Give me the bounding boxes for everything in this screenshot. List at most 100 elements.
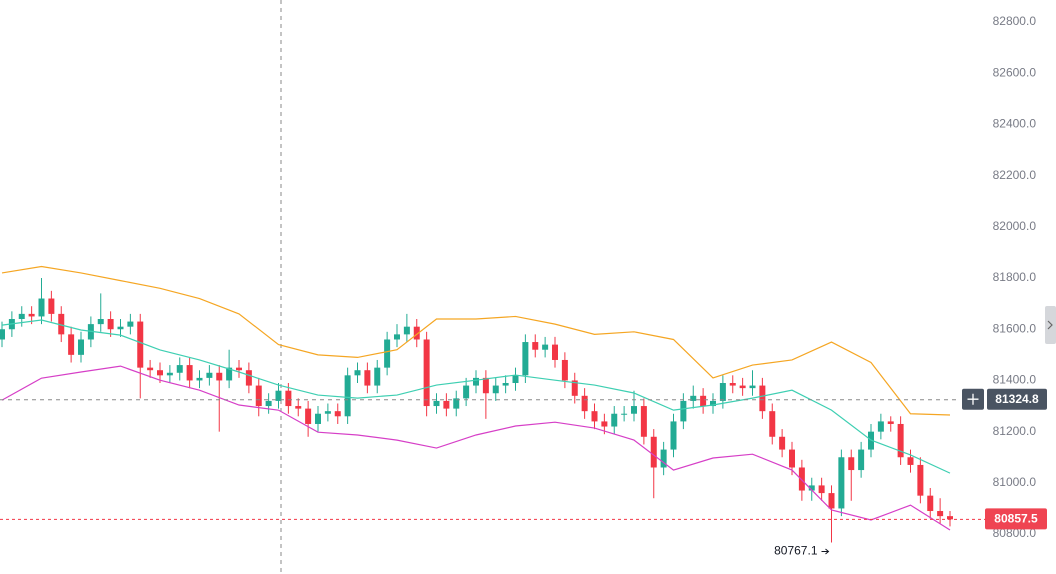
plot-area [0,265,953,543]
y-tick-label: 81400.0 [993,373,1037,387]
add-alert-icon [967,393,979,405]
candle-body [344,375,351,417]
candle-body [532,342,539,350]
candle-body [97,319,104,325]
candle-body [394,334,400,340]
candle-body [739,385,746,389]
candle-body [838,457,845,509]
candle-body [591,411,598,422]
candle-body [463,385,470,399]
candle-body [354,370,361,376]
candle-body [611,413,618,427]
candle-body [315,413,321,424]
y-tick-label: 82800.0 [993,14,1037,28]
candle-body [621,413,628,415]
candle-body [433,400,440,407]
candle-body [186,365,193,381]
y-tick-label: 81200.0 [993,424,1037,438]
candle-body [660,449,667,468]
bollinger-band [1,365,951,531]
y-tick-label: 82000.0 [993,219,1037,233]
candle-body [275,390,282,401]
candle-body [334,411,341,417]
candle-body [48,298,55,314]
candle-body [650,436,657,468]
candle-body [413,326,420,340]
candle-body [295,406,302,409]
candle-body [561,359,568,381]
candle-body [700,395,707,407]
candle-body [285,390,292,407]
candle-body [403,326,410,335]
candle-body [166,372,173,376]
candle-body [157,370,163,376]
candle-body [710,400,716,407]
candle-body [789,449,795,468]
candle-body [552,344,558,360]
y-tick-label: 81000.0 [993,475,1037,489]
candle-body [749,385,756,389]
candle-body [897,423,904,458]
candle-body [512,375,519,384]
candle-body [631,406,637,414]
candle-body [927,495,934,512]
candle-body [137,321,144,368]
bollinger-band [1,265,951,416]
low-price-label: 80767.1 [774,544,818,558]
candle-body [473,377,479,386]
crosshair-price-label: 81324.8 [995,392,1039,406]
bollinger-band [1,319,951,474]
candle-body [947,516,953,520]
candle-body [937,511,944,517]
candle-body [18,313,25,320]
candle-body [492,385,499,394]
candle-body [571,380,578,396]
y-tick-label: 81800.0 [993,270,1037,284]
candle-body [877,421,884,432]
candle-body [798,467,805,491]
candle-body [305,408,312,424]
candle-body [78,339,84,355]
candle-body [759,385,766,412]
candle-body [107,319,114,330]
candle-body [384,339,391,368]
candle-body [206,372,213,378]
y-tick-label: 82600.0 [993,65,1037,79]
candle-body [423,339,430,407]
candle-body [443,400,450,409]
candle-body [127,321,134,327]
low-price-arrow [821,548,830,555]
candle-body [28,313,35,317]
candle-body [887,421,894,424]
candle-body [374,367,381,386]
y-tick-label: 82200.0 [993,168,1037,182]
candle-body [808,485,815,491]
candle-body [324,411,331,414]
last-price-label: 80857.5 [994,512,1038,526]
candle-body [818,485,825,494]
candle-body [640,406,647,437]
candle-body [907,457,914,465]
candle-body [848,457,855,471]
last-price-box [985,508,1047,530]
crosshair-price-box [987,388,1047,410]
candle-body [255,385,262,407]
y-tick-label: 80800.0 [993,526,1037,540]
candle-body [226,367,233,381]
candle-body [68,334,75,355]
candle-body [58,313,65,335]
candle-body [236,367,242,371]
candle-body [769,411,776,437]
candle-body [828,493,835,509]
panel-handle[interactable] [1045,306,1056,344]
candle-body [117,326,124,330]
y-tick-label: 82400.0 [993,117,1037,131]
candle-body [719,383,726,401]
candle-body [147,367,154,371]
candle-body [690,395,697,401]
candle-body [729,383,736,386]
panel-handle-icon [1047,320,1053,330]
candle-body [265,400,272,407]
